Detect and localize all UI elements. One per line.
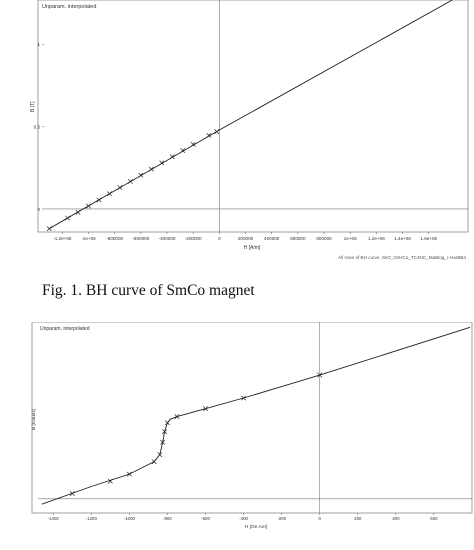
data-point-marker — [126, 471, 132, 477]
x-axis-label-1: H [A/m] — [244, 245, 261, 251]
y-tick-label: 1 — [37, 42, 40, 47]
data-point-marker — [138, 172, 144, 178]
data-point-marker — [157, 452, 163, 458]
x-tick-label: 200 — [354, 516, 362, 521]
figure-1-caption: Fig. 1. BH curve of SmCo magnet — [42, 282, 255, 299]
data-point-marker — [86, 203, 91, 209]
plot-area-1: -1.2e+06 -1e+06 -800000 -600000 -400000 -2000… — [34, 0, 468, 241]
bh-curve-line — [48, 0, 453, 230]
x-tick-label: 600 — [430, 516, 438, 521]
x-tick-label: 1.2e+06 — [368, 236, 385, 241]
x-tick-label: -800 — [163, 516, 172, 521]
x-tick-label: -400000 — [159, 236, 176, 241]
x-tick-label: -600000 — [132, 236, 149, 241]
plot-frame-2 — [31, 322, 473, 514]
data-point-marker — [317, 372, 323, 378]
x-tick-label: -1000 — [124, 516, 136, 521]
x-tick-label: -800000 — [106, 236, 123, 241]
plot-title-2: Unparam. interpolated — [40, 326, 90, 332]
y-axis-label-1: B [T] — [30, 101, 36, 112]
bh-curve-1-svg: Unparam. interpolated B [T] H [A/m] All … — [30, 0, 469, 260]
data-point-marker — [174, 414, 180, 420]
bh-curve-chart-1: Unparam. interpolated B [T] H [A/m] All … — [30, 0, 474, 262]
data-point-marker — [169, 154, 175, 160]
data-point-marker — [190, 142, 196, 147]
x-tick-label: 1.6e+06 — [420, 236, 437, 241]
y-tick-label: 0 — [37, 207, 40, 212]
x-tick-label: -1400 — [48, 516, 60, 521]
y-tick-label: 0.5 — [34, 124, 41, 129]
data-point-marker — [65, 215, 71, 221]
x-tick-label: 800000 — [316, 236, 332, 241]
plot-frame-1 — [37, 0, 469, 233]
x-tick-label: -400 — [239, 516, 248, 521]
data-point-marker — [75, 209, 81, 215]
data-point-marker — [241, 395, 247, 401]
x-tick-label: -1.2e+06 — [53, 236, 72, 241]
x-tick-label: 200000 — [238, 236, 254, 241]
data-point-marker — [180, 148, 186, 154]
data-point-marker — [159, 160, 165, 166]
x-tick-label: 600000 — [290, 236, 306, 241]
x-tick-label: 0 — [318, 516, 321, 521]
x-tick-label: -200000 — [185, 236, 202, 241]
x-tick-label: -600 — [201, 516, 210, 521]
data-point-marker — [96, 197, 102, 203]
data-point-marker — [107, 478, 113, 484]
data-point-marker — [106, 191, 112, 197]
x-tick-label: 1e+06 — [344, 236, 357, 241]
x-tick-label: -200 — [277, 516, 286, 521]
x-tick-label: -1200 — [86, 516, 98, 521]
x-axis-label-2: H [Oe.Am] — [245, 524, 267, 530]
data-point-marker — [203, 406, 208, 412]
data-point-marker — [127, 179, 133, 184]
x-tick-label: 400000 — [264, 236, 280, 241]
footer-text-1: All rows of BH curve, SkO_hSHCo_TC4NC_Ma… — [338, 255, 466, 260]
data-point-marker — [206, 132, 212, 138]
x-tick-label: 0 — [218, 236, 221, 241]
data-point-marker — [117, 185, 123, 191]
y-axis-label-2: B [Gauss] — [31, 409, 37, 430]
plot-area-2: -1400 -1200 -1000 -800 -600 -400 -200 0 200 400 60… — [38, 322, 472, 521]
x-tick-label: -1e+06 — [81, 236, 96, 241]
bh-curve-2-svg: Unparam. interpolated B [Gauss] H [Oe.Am… — [31, 322, 473, 530]
plot-title-1: Unparam. interpolated — [42, 4, 96, 10]
data-point-marker — [160, 439, 166, 445]
data-point-marker — [214, 129, 220, 135]
data-point-marker — [164, 420, 170, 426]
data-point-marker — [148, 166, 154, 172]
x-tick-label: 400 — [392, 516, 400, 521]
bh-curve-chart-2: Unparam. interpolated B [Gauss] H [Oe.Am… — [30, 322, 474, 550]
x-tick-label: 1.4e+06 — [394, 236, 411, 241]
data-point-marker — [46, 226, 52, 232]
data-point-marker — [69, 491, 75, 496]
data-point-marker — [151, 459, 157, 465]
data-point-marker — [162, 429, 168, 435]
